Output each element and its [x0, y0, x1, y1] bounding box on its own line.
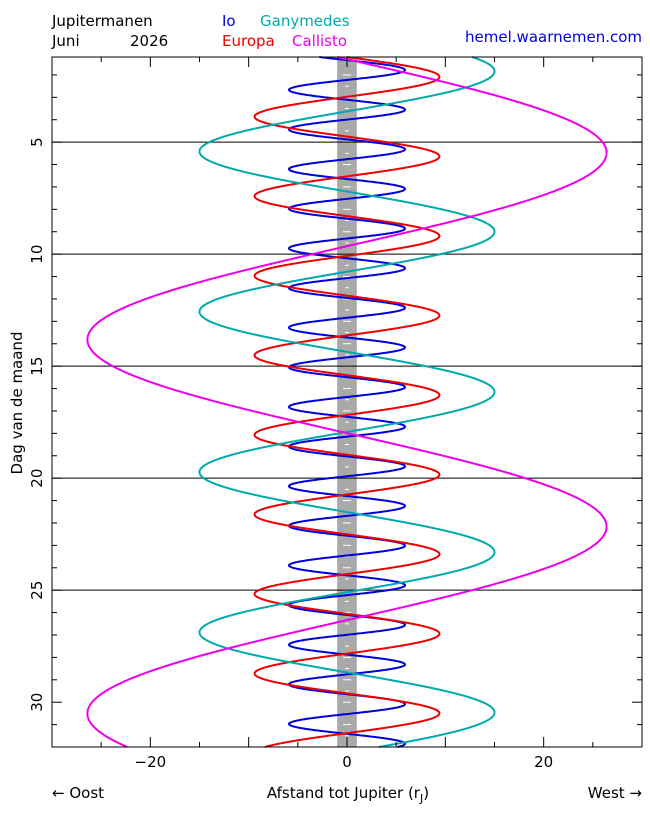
y-tick-label: 20 [28, 469, 46, 488]
legend-europa: Europa [222, 32, 275, 50]
x-tick-label: 20 [534, 753, 553, 771]
orbit-curve-io [287, 56, 407, 748]
chart-title: Jupitermanen [51, 12, 153, 30]
orbit-curve-europa [253, 56, 441, 748]
y-tick-label: 25 [28, 581, 46, 600]
y-tick-label: 10 [28, 245, 46, 264]
legend-callisto: Callisto [292, 32, 347, 50]
y-axis-label: Dag van de maand [8, 332, 26, 475]
legend-ganymedes: Ganymedes [260, 12, 350, 30]
chart-year: 2026 [130, 32, 168, 50]
x-axis-label-sub: J [419, 792, 423, 805]
orbit-curve-ganymedes [198, 56, 496, 748]
x-tick-label: 0 [342, 753, 352, 771]
y-tick-label: 5 [28, 137, 46, 147]
legend-io: Io [222, 12, 236, 30]
x-axis-label-end: ) [423, 784, 429, 802]
x-axis-label-main: Afstand tot Jupiter (r [267, 784, 421, 802]
west-label: West → [588, 784, 642, 802]
east-label: ← Oost [52, 784, 104, 802]
chart-month: Juni [51, 32, 80, 50]
website-link[interactable]: hemel.waarnemen.com [465, 28, 642, 46]
y-tick-label: 15 [28, 357, 46, 376]
orbit-curve-callisto [86, 56, 608, 748]
y-tick-label: 30 [28, 693, 46, 712]
x-tick-label: −20 [135, 753, 167, 771]
x-axis-label: Afstand tot Jupiter (rJ) [267, 784, 429, 805]
